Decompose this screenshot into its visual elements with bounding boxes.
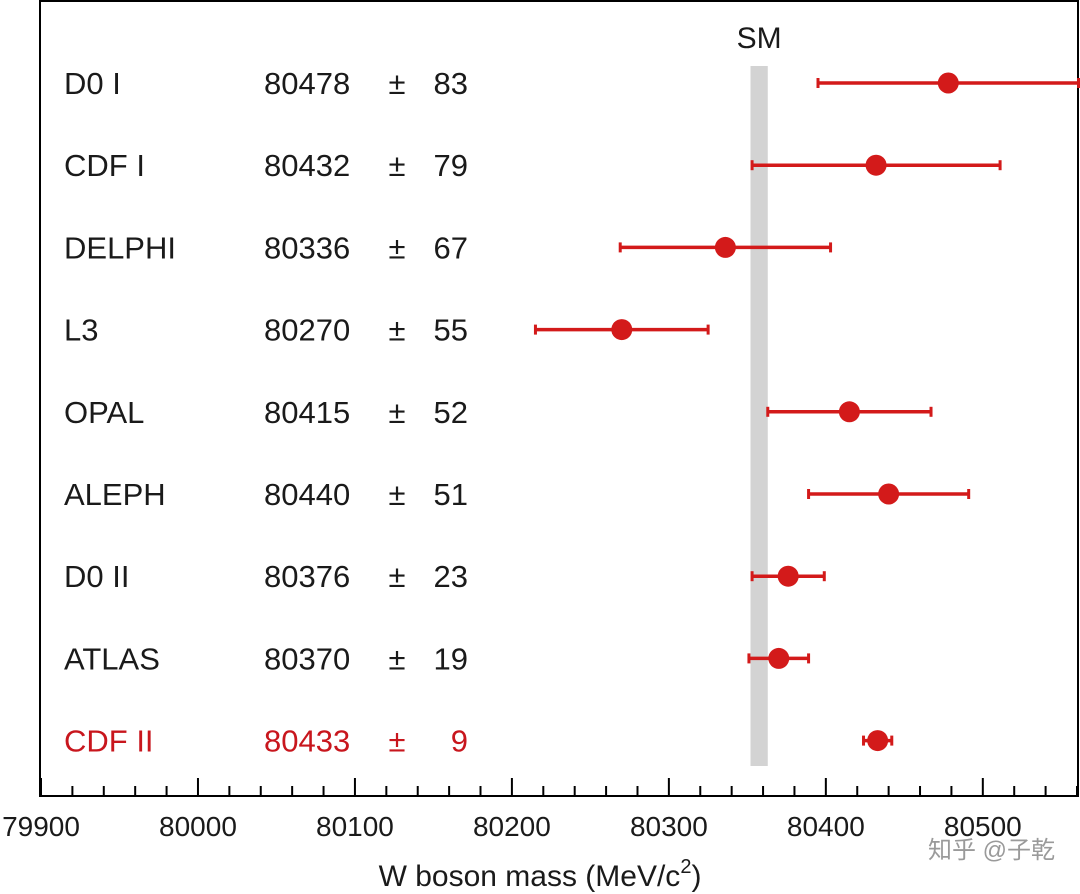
sm-band-group: SM (737, 22, 782, 766)
mass-value: 80415 (264, 395, 350, 430)
watermark: 知乎 @子乾 (928, 837, 1055, 864)
x-tick-label: 80500 (944, 811, 1022, 842)
x-tick-label: 80300 (630, 811, 708, 842)
data-point (867, 730, 889, 752)
mass-error: 67 (434, 230, 468, 265)
plus-minus: ± (388, 313, 405, 348)
measurement-row: CDF II 80433 ±9 (64, 724, 894, 759)
measurement-row: DELPHI 80336 ±67 (64, 230, 833, 265)
measurement-row: ATLAS 80370 ±19 (64, 641, 811, 676)
x-tick-label: 80000 (159, 811, 237, 842)
measurement-row: CDF I 80432 ±79 (64, 148, 1002, 183)
x-tick-label: 80400 (787, 811, 865, 842)
experiment-name: ATLAS (64, 641, 160, 676)
mass-error: 51 (434, 477, 468, 512)
plus-minus: ± (388, 66, 405, 101)
plot-frame (39, 0, 1079, 797)
plus-minus: ± (388, 559, 405, 594)
mass-value: 80433 (264, 724, 350, 759)
mass-value: 80336 (264, 230, 350, 265)
experiment-name: L3 (64, 313, 98, 348)
mass-error: 79 (434, 148, 468, 183)
data-point (611, 319, 633, 341)
x-axis-title-sup: 2 (680, 856, 691, 878)
mass-value: 80478 (264, 66, 350, 101)
mass-error: 55 (434, 313, 468, 348)
experiment-name: OPAL (64, 395, 144, 430)
data-point (777, 565, 799, 587)
experiment-name: D0 I (64, 66, 121, 101)
mass-value: 80270 (264, 313, 350, 348)
plus-minus: ± (388, 148, 405, 183)
plus-minus: ± (388, 230, 405, 265)
data-point (937, 72, 959, 94)
measurement-row: D0 II 80376 ±23 (64, 559, 826, 594)
mass-value: 80376 (264, 559, 350, 594)
x-axis-title-suffix: ) (691, 860, 701, 893)
experiment-name: D0 II (64, 559, 129, 594)
mass-error: 23 (434, 559, 468, 594)
x-axis-ticks (40, 778, 1078, 796)
mass-value: 80432 (264, 148, 350, 183)
x-axis-title-main: W boson mass (MeV/c (379, 860, 681, 893)
sm-band (750, 66, 768, 766)
x-tick-label: 80200 (473, 811, 551, 842)
mass-error: 19 (434, 641, 468, 676)
data-point (714, 236, 736, 258)
x-axis-tick-labels: 79900 80000 80100 80200 80300 80400 80500 (2, 811, 1022, 842)
mass-error: 9 (451, 724, 468, 759)
measurement-row: L3 80270 ±55 (64, 313, 710, 348)
mass-error: 52 (434, 395, 468, 430)
mass-value: 80370 (264, 641, 350, 676)
data-point (878, 483, 900, 505)
data-point (838, 401, 860, 423)
x-tick-label: 80100 (316, 811, 394, 842)
measurement-row: OPAL 80415 ±52 (64, 395, 933, 430)
experiment-name: DELPHI (64, 230, 176, 265)
x-tick-label: 79900 (2, 811, 80, 842)
plus-minus: ± (388, 477, 405, 512)
plus-minus: ± (388, 724, 405, 759)
data-point (865, 154, 887, 176)
mass-error: 83 (434, 66, 468, 101)
experiment-name: CDF I (64, 148, 145, 183)
x-axis-title: W boson mass (MeV/c2) (379, 856, 702, 893)
measurement-row: ALEPH 80440 ±51 (64, 477, 971, 512)
mass-value: 80440 (264, 477, 350, 512)
plus-minus: ± (388, 395, 405, 430)
measurement-row: D0 I 80478 ±83 (64, 66, 1080, 101)
experiment-name: ALEPH (64, 477, 166, 512)
data-point (768, 647, 790, 669)
sm-label: SM (737, 22, 782, 55)
plus-minus: ± (388, 641, 405, 676)
experiment-name: CDF II (64, 724, 154, 759)
measurement-rows: D0 I 80478 ±83 CDF I 80432 ±79 DELPHI 80336 ±67 L… (64, 66, 1080, 759)
